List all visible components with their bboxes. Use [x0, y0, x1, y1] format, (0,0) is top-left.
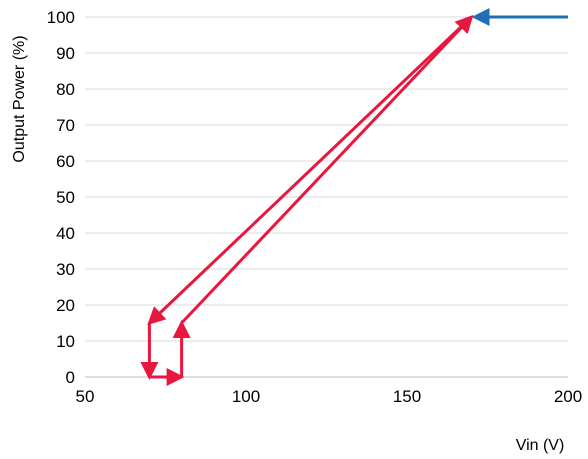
series-group [140, 8, 568, 386]
x-tick-label-50: 50 [76, 387, 95, 406]
y-tick-label-20: 20 [56, 296, 75, 315]
y-tick-label-0: 0 [66, 368, 75, 387]
y-axis-title: Output Power (%) [11, 35, 28, 162]
series-1-segment-4 [180, 14, 474, 325]
y-tick-label-80: 80 [56, 80, 75, 99]
x-tick-labels: 50 100 150 200 [76, 387, 583, 406]
x-tick-label-200: 200 [554, 387, 582, 406]
y-tick-label-10: 10 [56, 332, 75, 351]
y-tick-label-70: 70 [56, 116, 75, 135]
y-tick-label-50: 50 [56, 188, 75, 207]
x-tick-label-100: 100 [232, 387, 260, 406]
y-tick-label-40: 40 [56, 224, 75, 243]
series-1-segment-0 [147, 15, 473, 326]
y-tick-label-90: 90 [56, 44, 75, 63]
y-tick-label-60: 60 [56, 152, 75, 171]
x-axis-title: Vin (V) [516, 437, 565, 454]
x-tick-label-150: 150 [393, 387, 421, 406]
y-tick-label-100: 100 [47, 8, 75, 27]
y-tick-label-30: 30 [56, 260, 75, 279]
gridlines [85, 16, 568, 378]
y-tick-labels: 0 10 20 30 40 50 60 70 80 90 100 [47, 8, 75, 387]
